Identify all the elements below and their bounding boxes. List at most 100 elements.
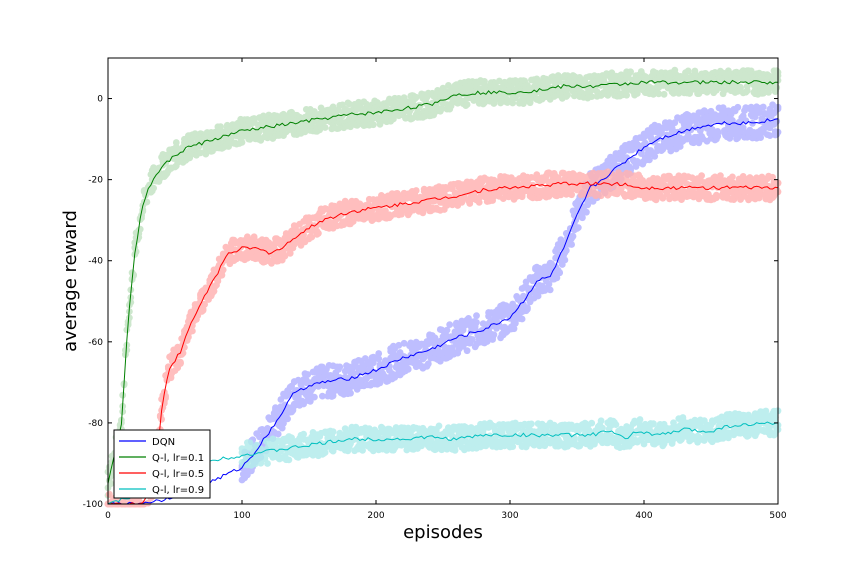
band-point	[274, 430, 282, 438]
band-point	[420, 185, 428, 193]
band-point	[773, 84, 781, 92]
band-point	[123, 346, 131, 354]
band-point	[475, 199, 483, 206]
band-point	[742, 117, 750, 124]
band-point	[469, 336, 476, 343]
band-point	[533, 171, 541, 179]
band-point	[660, 90, 668, 98]
band-point	[556, 269, 563, 276]
band-point	[345, 100, 353, 108]
band-point	[319, 392, 326, 400]
band-point	[671, 119, 679, 127]
band-point	[199, 306, 207, 314]
band-point	[734, 134, 742, 142]
band-point	[698, 172, 705, 180]
band-point	[463, 347, 471, 355]
band-point	[347, 389, 354, 397]
band-point	[501, 311, 508, 318]
band-point	[285, 456, 293, 464]
band-point	[311, 111, 318, 119]
band-point	[528, 420, 535, 428]
band-point	[525, 85, 533, 93]
band-point	[132, 248, 140, 256]
band-point	[490, 331, 498, 339]
band-point	[139, 207, 147, 215]
band-point	[349, 369, 357, 377]
band-point	[435, 422, 443, 430]
band-point	[684, 111, 692, 119]
band-point	[438, 105, 446, 113]
band-point	[301, 128, 309, 136]
band-point	[641, 139, 649, 147]
band-point	[561, 256, 569, 264]
band-point	[158, 415, 166, 423]
band-point	[522, 278, 530, 286]
band-point	[280, 419, 287, 427]
band-point	[646, 156, 653, 164]
band-point	[708, 126, 716, 133]
band-point	[136, 225, 144, 233]
band-point	[281, 252, 289, 260]
band-point	[719, 104, 727, 111]
band-point	[306, 397, 314, 405]
band-point	[633, 90, 641, 97]
band-point	[510, 325, 518, 333]
band-point	[284, 415, 291, 423]
band-point	[463, 101, 471, 108]
band-point	[451, 446, 459, 454]
band-point	[177, 358, 184, 366]
band-point	[534, 292, 542, 300]
band-point	[518, 315, 526, 323]
band-point	[127, 299, 135, 306]
band-point	[714, 127, 722, 135]
band-point	[311, 393, 318, 401]
band-point	[623, 154, 630, 162]
band-point	[562, 247, 570, 254]
band-point	[546, 286, 554, 294]
noise-bands	[104, 66, 782, 508]
band-point	[264, 460, 271, 467]
band-point	[714, 132, 722, 140]
band-point	[446, 321, 454, 328]
band-point	[308, 233, 316, 241]
band-point	[443, 326, 451, 334]
band-point	[189, 327, 196, 335]
band-point	[473, 312, 480, 320]
band-point	[336, 363, 344, 371]
band-point	[588, 93, 596, 100]
band-point	[467, 178, 475, 186]
band-point	[119, 391, 127, 399]
band-point	[623, 91, 630, 99]
band-point	[201, 300, 208, 308]
band-point	[130, 272, 137, 280]
band-point	[412, 93, 420, 101]
band-point	[553, 274, 561, 282]
band-3	[104, 168, 782, 508]
band-point	[289, 406, 297, 414]
band-point	[424, 360, 432, 368]
band-point	[150, 184, 158, 192]
band-point	[197, 149, 204, 157]
band-point	[416, 102, 424, 109]
band-point	[238, 139, 246, 146]
band-point	[574, 224, 582, 232]
band-point	[512, 319, 519, 327]
band-point	[509, 443, 517, 450]
band-point	[329, 428, 337, 436]
band-point	[545, 280, 553, 288]
band-point	[473, 319, 480, 326]
band-point	[684, 67, 692, 75]
band-point	[107, 480, 115, 488]
band-point	[569, 232, 577, 240]
band-point	[751, 113, 759, 121]
band-point	[627, 164, 634, 172]
band-point	[769, 101, 776, 109]
band-point	[375, 350, 383, 357]
band-point	[250, 233, 258, 241]
band-2	[104, 66, 782, 499]
band-point	[321, 124, 329, 131]
band-point	[315, 229, 322, 237]
band-point	[655, 90, 663, 98]
band-point	[564, 91, 571, 99]
